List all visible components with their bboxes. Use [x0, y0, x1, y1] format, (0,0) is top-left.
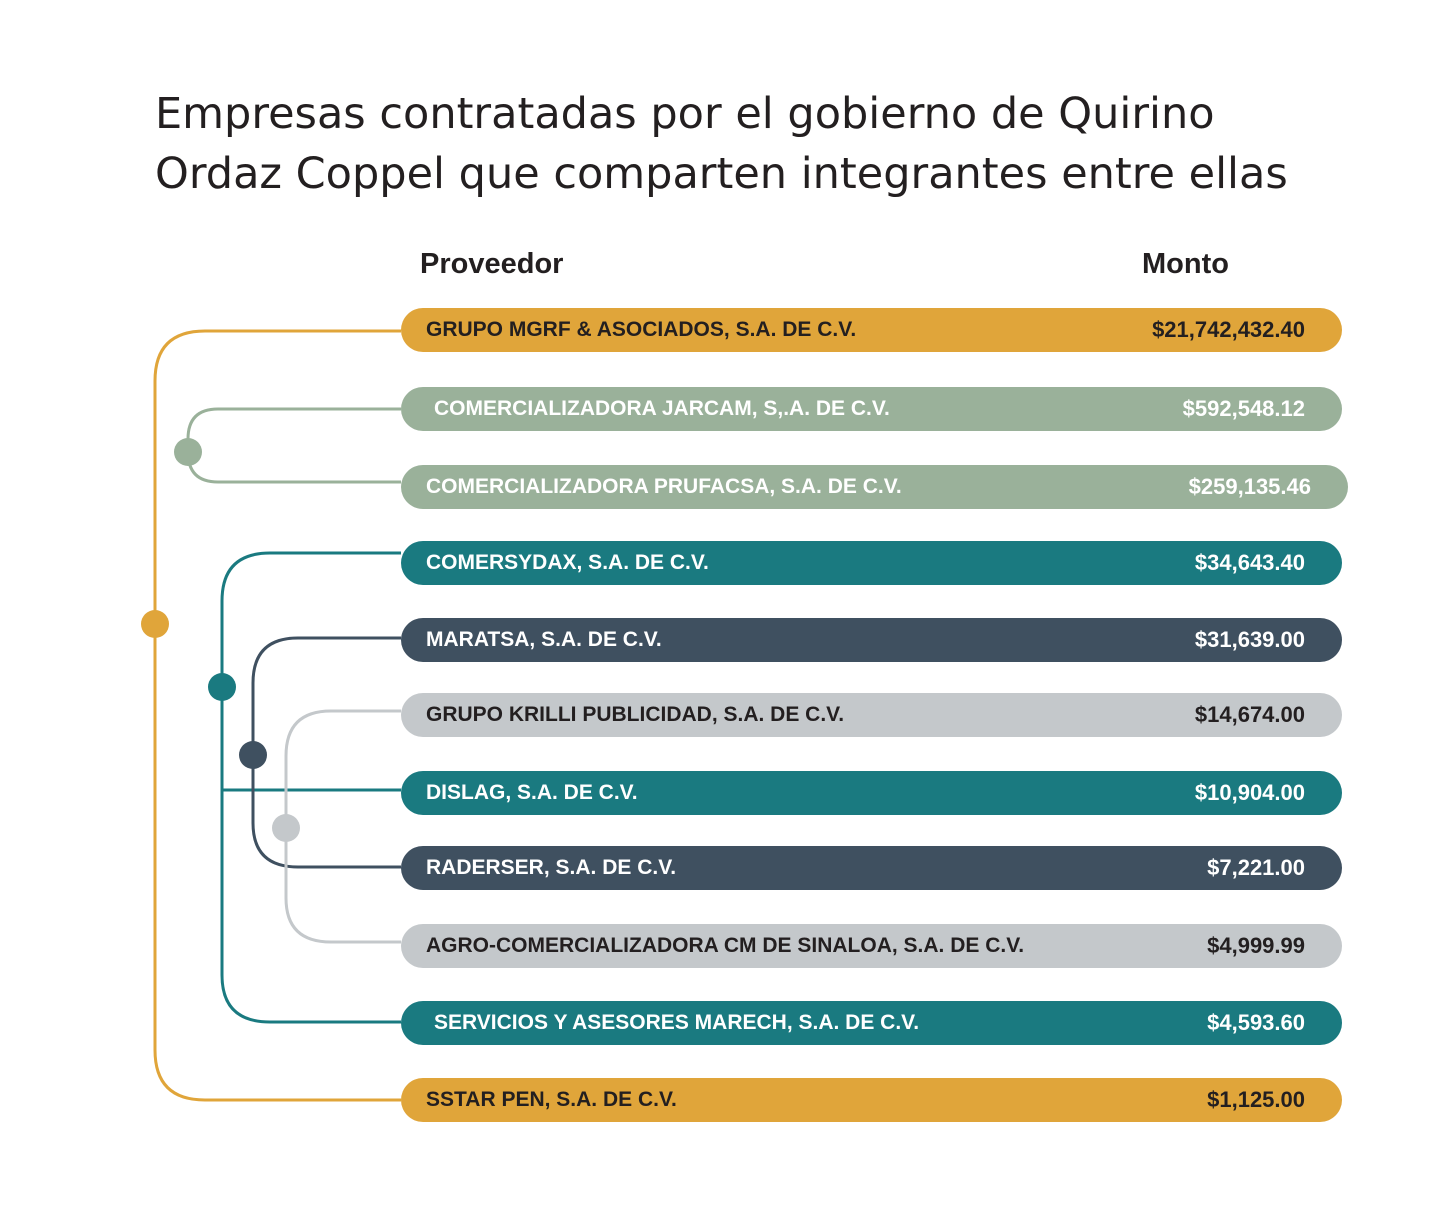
provider-amount: $34,643.40	[1194, 550, 1305, 575]
provider-row: COMERCIALIZADORA JARCAM, S,.A. DE C.V. $…	[401, 387, 1342, 431]
provider-amount: $4,593.60	[1207, 1010, 1305, 1035]
sage-connector-line	[186, 407, 401, 484]
provider-row: COMERCIALIZADORA PRUFACSA, S.A. DE C.V. …	[401, 465, 1348, 509]
provider-row: COMERSYDAX, S.A. DE C.V. $34,643.40	[401, 541, 1342, 585]
provider-row: MARATSA, S.A. DE C.V. $31,639.00	[401, 618, 1342, 662]
grey-connector-line	[284, 709, 401, 944]
teal-connector-line	[220, 551, 401, 1024]
teal-connector-node	[208, 673, 236, 701]
provider-amount: $259,135.46	[1188, 474, 1311, 499]
provider-name: COMERSYDAX, S.A. DE C.V.	[426, 551, 709, 574]
provider-row: GRUPO MGRF & ASOCIADOS, S.A. DE C.V. $21…	[401, 308, 1342, 352]
provider-name: DISLAG, S.A. DE C.V.	[426, 781, 638, 804]
provider-row: SERVICIOS Y ASESORES MARECH, S.A. DE C.V…	[401, 1001, 1342, 1045]
title-line-1: Empresas contratadas por el gobierno de …	[155, 89, 1215, 139]
provider-row: AGRO-COMERCIALIZADORA CM DE SINALOA, S.A…	[401, 924, 1342, 968]
provider-amount: $14,674.00	[1194, 702, 1305, 727]
provider-name: GRUPO KRILLI PUBLICIDAD, S.A. DE C.V.	[426, 703, 845, 726]
page-title: Empresas contratadas por el gobierno de …	[155, 84, 1355, 204]
sage-connector-node	[174, 438, 202, 466]
provider-row: RADERSER, S.A. DE C.V. $7,221.00	[401, 846, 1342, 890]
provider-name: SSTAR PEN, S.A. DE C.V.	[426, 1088, 677, 1111]
provider-name: COMERCIALIZADORA PRUFACSA, S.A. DE C.V.	[426, 475, 902, 498]
grey-connector-node	[272, 814, 300, 842]
provider-name: SERVICIOS Y ASESORES MARECH, S.A. DE C.V…	[434, 1011, 920, 1034]
provider-amount: $7,221.00	[1207, 855, 1305, 880]
provider-name: AGRO-COMERCIALIZADORA CM DE SINALOA, S.A…	[426, 934, 1025, 957]
provider-row: DISLAG, S.A. DE C.V. $10,904.00	[401, 771, 1342, 815]
amount-column-header: Monto	[1142, 248, 1229, 280]
provider-amount: $21,742,432.40	[1152, 317, 1305, 342]
slate-connector-node	[239, 741, 267, 769]
provider-row: GRUPO KRILLI PUBLICIDAD, S.A. DE C.V. $1…	[401, 693, 1342, 737]
provider-amount: $592,548.12	[1182, 396, 1305, 421]
provider-name: COMERCIALIZADORA JARCAM, S,.A. DE C.V.	[434, 397, 890, 420]
provider-row: SSTAR PEN, S.A. DE C.V. $1,125.00	[401, 1078, 1342, 1122]
title-line-2: Ordaz Coppel que comparten integrantes e…	[155, 149, 1288, 199]
slate-connector-line	[251, 636, 401, 869]
provider-amount: $4,999.99	[1207, 933, 1305, 958]
provider-amount: $10,904.00	[1194, 780, 1305, 805]
provider-amount: $1,125.00	[1207, 1087, 1305, 1112]
provider-amount: $31,639.00	[1194, 627, 1305, 652]
provider-name: MARATSA, S.A. DE C.V.	[426, 628, 662, 651]
gold-connector-node	[141, 610, 169, 638]
provider-name: RADERSER, S.A. DE C.V.	[426, 856, 677, 879]
provider-column-header: Proveedor	[420, 248, 564, 280]
provider-name: GRUPO MGRF & ASOCIADOS, S.A. DE C.V.	[426, 318, 857, 341]
gold-connector-line	[153, 329, 401, 1102]
